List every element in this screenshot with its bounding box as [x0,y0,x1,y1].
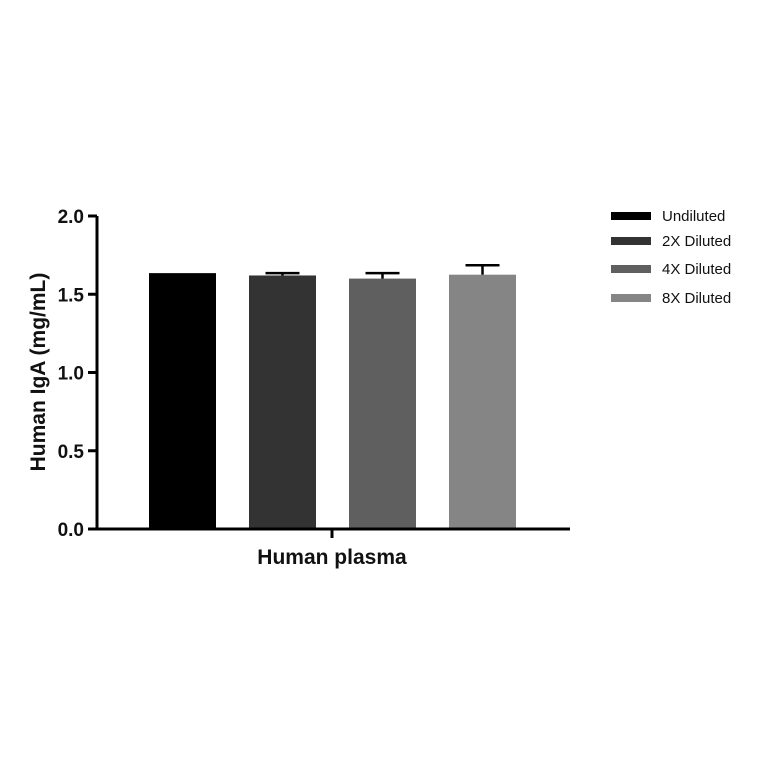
y-tick-label: 0.0 [58,520,84,541]
y-tick-label: 0.5 [58,442,85,463]
legend: Undiluted 2X Diluted 4X Diluted 8X Diluted [611,208,731,307]
y-tick-label: 1.0 [58,364,84,385]
legend-label: 2X Diluted [662,233,731,250]
legend-swatch [611,294,651,302]
bars [149,273,516,529]
legend-label: 8X Diluted [662,290,731,307]
y-tick-label: 2.0 [58,207,84,228]
error-bars [265,264,500,279]
bar [349,278,416,529]
legend-swatch [611,212,651,220]
legend-label: 4X Diluted [662,261,731,278]
y-axis-title: Human IgA (mg/mL) [27,273,50,472]
bar [149,273,216,529]
y-ticks: 0.0 0.5 1.0 1.5 2.0 [58,207,97,541]
bar [249,275,316,529]
x-axis-title: Human plasma [257,546,407,569]
legend-swatch [611,237,651,245]
legend-label: Undiluted [662,208,725,225]
y-tick-label: 1.5 [58,285,85,306]
bar [449,274,516,529]
legend-swatch [611,265,651,273]
